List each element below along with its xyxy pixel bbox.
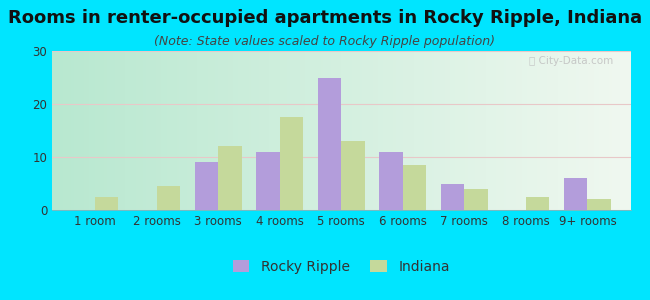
Bar (218, 146, 242, 210)
Bar (318, 77, 341, 210)
Text: ⓘ City-Data.com: ⓘ City-Data.com (529, 56, 613, 66)
Bar (588, 200, 611, 210)
Bar (95, 197, 118, 210)
Bar (341, 141, 365, 210)
Text: (Note: State values scaled to Rocky Ripple population): (Note: State values scaled to Rocky Ripp… (155, 34, 495, 47)
Bar (380, 152, 403, 210)
Bar (195, 162, 218, 210)
Bar (564, 178, 588, 210)
Text: Rooms in renter-occupied apartments in Rocky Ripple, Indiana: Rooms in renter-occupied apartments in R… (8, 9, 642, 27)
Bar (464, 189, 488, 210)
Bar (441, 184, 464, 210)
Bar (403, 165, 426, 210)
Bar (157, 186, 180, 210)
Bar (280, 117, 303, 210)
Legend: Rocky Ripple, Indiana: Rocky Ripple, Indiana (227, 254, 455, 279)
Bar (256, 152, 280, 210)
Bar (526, 197, 549, 210)
